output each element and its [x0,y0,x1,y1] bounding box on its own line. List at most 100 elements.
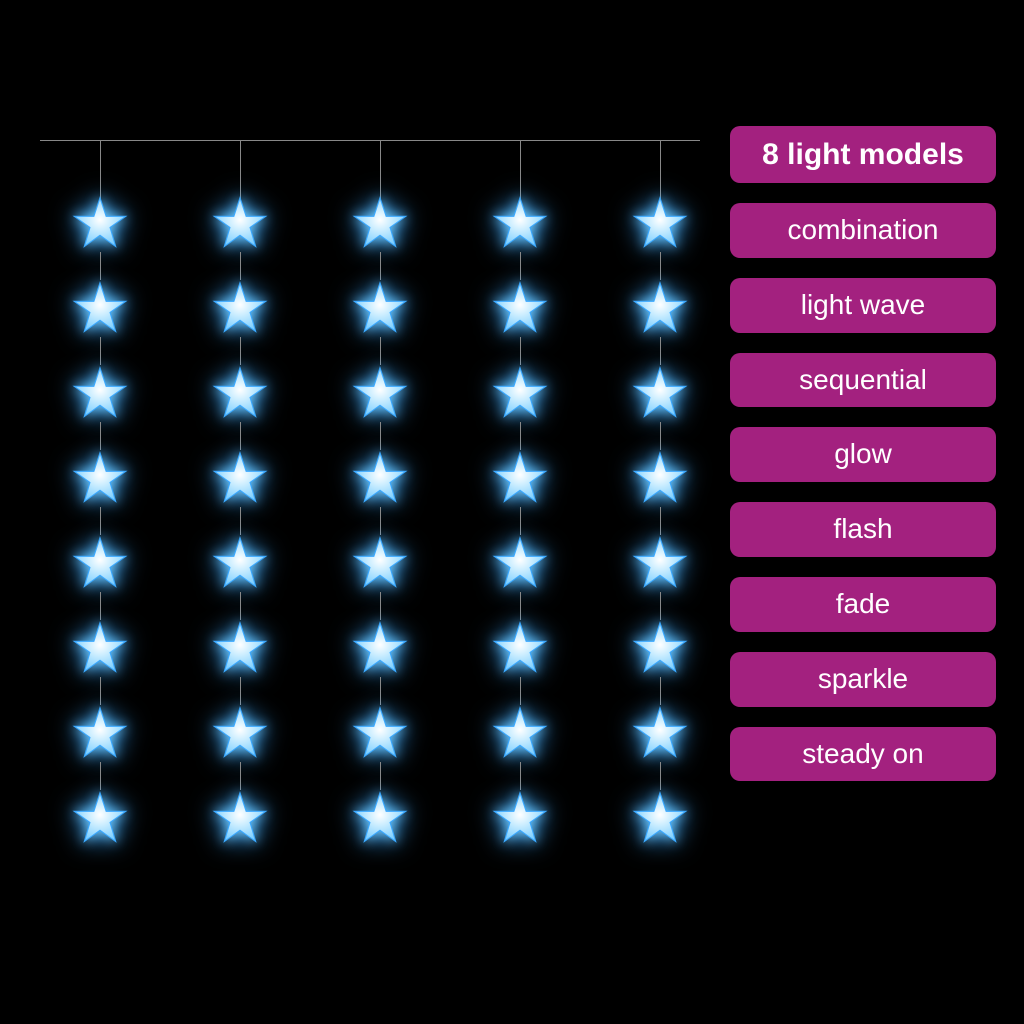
star-icon [212,535,268,591]
light-curtain-stage [40,140,700,880]
star-icon [492,365,548,421]
star-icon [352,195,408,251]
star-icon [492,450,548,506]
star-icon [352,535,408,591]
star-icon [212,450,268,506]
mode-pill: fade [730,577,996,632]
link-wire [660,592,661,620]
star-icon [72,365,128,421]
star [480,790,560,875]
link-wire [380,252,381,280]
link-wire [380,677,381,705]
star-icon [212,790,268,846]
star [340,790,420,875]
link-wire [380,337,381,365]
drop-wire [520,140,521,200]
star-icon [72,195,128,251]
star-icon [72,535,128,591]
link-wire [660,507,661,535]
link-wire [100,762,101,790]
star-icon [492,535,548,591]
mode-labels-column: 8 light models combination light wave sequ… [730,126,996,781]
link-wire [240,252,241,280]
drop-wire [240,140,241,200]
link-wire [660,677,661,705]
drop-wire [380,140,381,200]
link-wire [380,422,381,450]
link-wire [240,592,241,620]
link-wire [100,507,101,535]
star-icon [352,280,408,336]
star-icon [212,280,268,336]
link-wire [100,422,101,450]
mode-pill: combination [730,203,996,258]
star-icon [352,620,408,676]
link-wire [100,592,101,620]
star [620,790,700,875]
drop-wire [660,140,661,200]
star-icon [632,620,688,676]
top-wire [40,140,700,141]
stars-column [340,195,420,875]
star-icon [212,195,268,251]
link-wire [380,592,381,620]
link-wire [520,677,521,705]
star [200,790,280,875]
star-icon [352,450,408,506]
link-wire [520,762,521,790]
star-icon [352,365,408,421]
star-icon [492,705,548,761]
star-icon [632,195,688,251]
star-icon [632,450,688,506]
star [60,790,140,875]
link-wire [520,422,521,450]
star-icon [352,790,408,846]
mode-pill: flash [730,502,996,557]
star-icon [492,620,548,676]
mode-pill: sparkle [730,652,996,707]
link-wire [100,252,101,280]
drop-wire [100,140,101,200]
star-icon [632,535,688,591]
star-icon [352,705,408,761]
modes-header-pill: 8 light models [730,126,996,183]
mode-pill: sequential [730,353,996,408]
star-icon [212,705,268,761]
link-wire [660,252,661,280]
link-wire [660,422,661,450]
star-icon [72,790,128,846]
star-icon [72,450,128,506]
stars-column [480,195,560,875]
link-wire [100,677,101,705]
star-icon [632,280,688,336]
star-icon [632,790,688,846]
stars-column [60,195,140,875]
star-icon [212,365,268,421]
link-wire [100,337,101,365]
star-icon [632,365,688,421]
link-wire [240,677,241,705]
mode-pill: steady on [730,727,996,782]
stars-column [200,195,280,875]
link-wire [380,507,381,535]
star-icon [212,620,268,676]
link-wire [240,337,241,365]
mode-pill: glow [730,427,996,482]
link-wire [660,762,661,790]
star-icon [492,195,548,251]
link-wire [240,422,241,450]
stars-column [620,195,700,875]
modes-list: combination light wave sequential glow flash… [730,203,996,781]
star-icon [72,705,128,761]
star-icon [72,620,128,676]
link-wire [660,337,661,365]
link-wire [520,337,521,365]
star-icon [492,790,548,846]
mode-pill: light wave [730,278,996,333]
star-icon [632,705,688,761]
link-wire [380,762,381,790]
link-wire [240,762,241,790]
link-wire [520,592,521,620]
link-wire [240,507,241,535]
link-wire [520,252,521,280]
